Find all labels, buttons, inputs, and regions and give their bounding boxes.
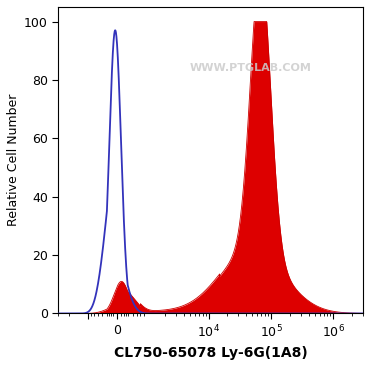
X-axis label: CL750-65078 Ly-6G(1A8): CL750-65078 Ly-6G(1A8) — [114, 346, 307, 360]
Text: WWW.PTGLAB.COM: WWW.PTGLAB.COM — [189, 63, 311, 73]
Y-axis label: Relative Cell Number: Relative Cell Number — [7, 94, 20, 226]
